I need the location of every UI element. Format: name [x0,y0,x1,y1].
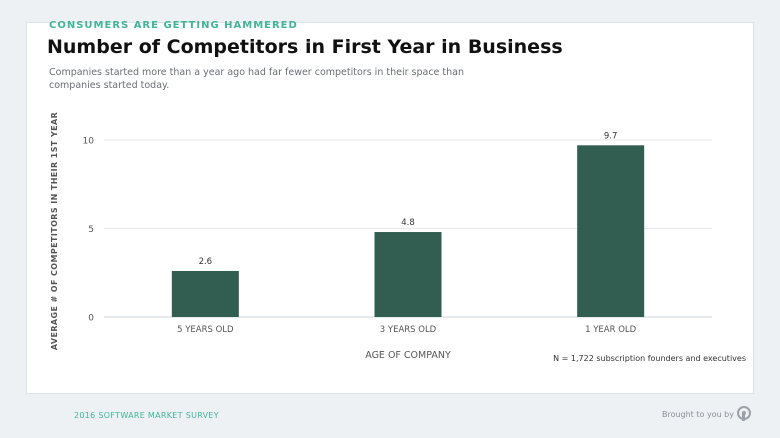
bar [171,270,239,317]
brand-logo-icon [737,406,751,421]
data-label: 9.7 [604,131,618,141]
data-label: 2.6 [199,257,213,267]
chart-title: Number of Competitors in First Year in B… [47,36,563,58]
chart-subtitle: Companies started more than a year ago h… [49,67,464,91]
sample-size-note: N = 1,722 subscription founders and exec… [553,354,746,363]
y-tick-label: 5 [88,225,94,235]
y-tick-label: 10 [83,137,95,147]
x-axis-title: AGE OF COMPANY [365,350,451,361]
data-label: 4.8 [401,218,415,228]
x-tick-label: 1 YEAR OLD [585,325,637,335]
chart-kicker: CONSUMERS ARE GETTING HAMMERED [49,20,298,31]
x-tick-label: 3 YEARS OLD [380,325,437,335]
brought-to-you-by: Brought to you by [661,410,734,419]
bar [374,232,442,317]
y-axis-title: AVERAGE # OF COMPETITORS IN THEIR 1ST YE… [50,112,59,350]
y-tick-label: 0 [88,314,94,324]
bar [577,145,645,317]
survey-label: 2016 SOFTWARE MARKET SURVEY [74,411,219,420]
x-tick-label: 5 YEARS OLD [177,325,234,335]
